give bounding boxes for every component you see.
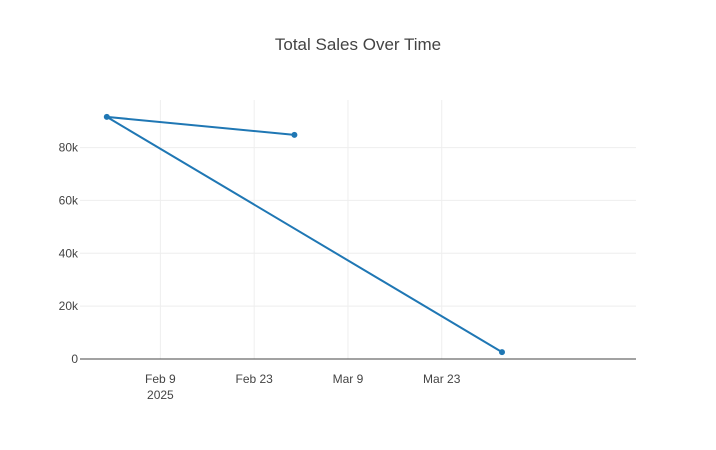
y-tick-label: 40k <box>59 246 79 260</box>
x-tick-label: Feb 9 <box>145 372 176 386</box>
x-tick-label: Mar 9 <box>333 372 364 386</box>
y-tick-label: 60k <box>59 193 79 207</box>
series-layer <box>103 113 505 356</box>
data-point <box>103 113 110 120</box>
data-point <box>499 349 505 356</box>
grid-layer <box>80 100 636 359</box>
x-tick-label: Mar 23 <box>423 372 461 386</box>
chart-title: Total Sales Over Time <box>275 35 441 54</box>
y-tick-label: 20k <box>59 299 79 313</box>
y-tick-label: 0 <box>71 352 78 366</box>
tick-label-layer: Feb 9 2025 Feb 23 Mar 9 Mar 23 0 20k 40k 60k 80k <box>59 141 461 402</box>
x-tick-label: Feb 23 <box>235 372 273 386</box>
x-tick-year-label: 2025 <box>147 388 174 402</box>
data-point <box>291 131 298 138</box>
y-tick-label: 80k <box>59 141 79 155</box>
